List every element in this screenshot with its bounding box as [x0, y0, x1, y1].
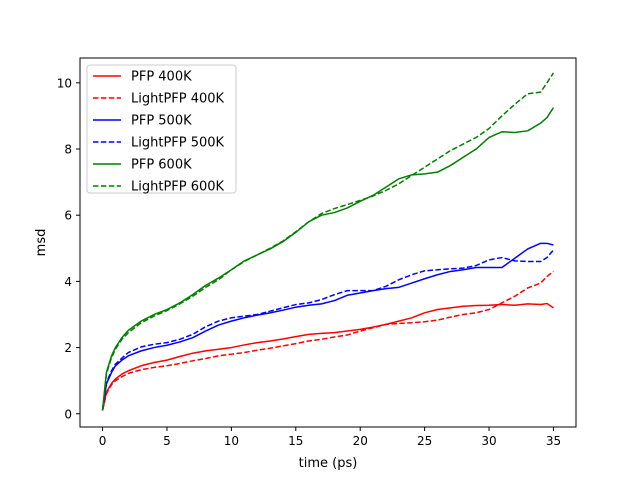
- y-tick-label: 8: [64, 143, 72, 157]
- x-tick-label: 0: [99, 434, 107, 448]
- x-tick-label: 25: [417, 434, 432, 448]
- series-line-lightpfp-500k: [101, 249, 555, 411]
- series-layer: [101, 72, 555, 411]
- legend-entry-label: LightPFP 400K: [131, 92, 225, 107]
- x-tick-label: 5: [163, 434, 171, 448]
- y-tick-label: 6: [64, 209, 72, 223]
- axes-frame: [79, 57, 577, 428]
- series-line-pfp-400k: [101, 302, 554, 411]
- x-tick-label: 30: [481, 434, 496, 448]
- x-axis-label: time (ps): [299, 456, 358, 471]
- y-tick-label: 0: [64, 407, 72, 421]
- legend-entry-label: PFP 600K: [131, 158, 192, 173]
- legend-entry-label: LightPFP 600K: [131, 180, 225, 195]
- legend-box: [86, 64, 237, 194]
- x-tick-label: 35: [546, 434, 561, 448]
- x-axis: 0 5 10 15 20 25 30 35: [99, 427, 561, 448]
- legend-entry-label: PFP 400K: [131, 70, 192, 85]
- legend-entry-label: PFP 500K: [131, 114, 192, 129]
- series-line-lightpfp-600k: [101, 72, 555, 411]
- y-tick-label: 10: [57, 76, 72, 90]
- series-line-lightpfp-400k: [101, 270, 554, 411]
- legend: PFP 400K LightPFP 400K PFP 500K LightPFP 50…: [86, 64, 237, 195]
- y-axis-label: msd: [34, 229, 49, 257]
- y-tick-label: 2: [64, 341, 72, 355]
- x-tick-label: 15: [288, 434, 303, 448]
- y-tick-label: 4: [64, 275, 72, 289]
- legend-entry-label: LightPFP 500K: [131, 136, 225, 151]
- series-line-pfp-500k: [101, 242, 554, 411]
- x-tick-label: 20: [353, 434, 368, 448]
- x-tick-label: 10: [224, 434, 239, 448]
- y-axis: 0 2 4 6 8 10: [57, 76, 80, 421]
